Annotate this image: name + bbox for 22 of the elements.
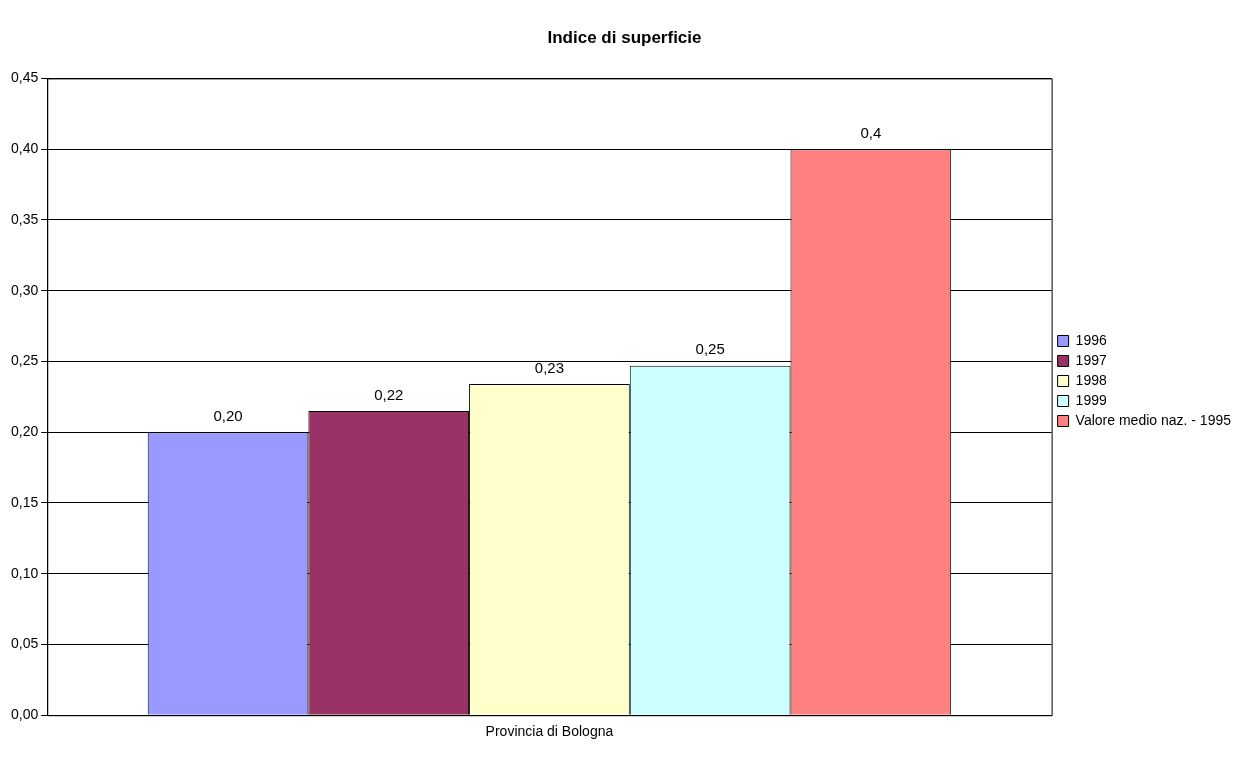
y-tick-label: 0,00 — [11, 706, 39, 723]
y-tick-label: 0,15 — [11, 493, 39, 510]
y-tick-label: 0,45 — [11, 69, 39, 86]
chart-title: Indice di superficie — [547, 27, 702, 47]
legend-label: 1997 — [1075, 351, 1107, 368]
data-label: 0,4 — [860, 123, 882, 141]
y-tick-label: 0,20 — [11, 423, 39, 440]
y-tick-label: 0,05 — [11, 635, 39, 652]
y-tick-label: 0,35 — [11, 210, 39, 227]
legend-label: 1996 — [1075, 331, 1107, 348]
legend-label: 1999 — [1075, 391, 1107, 408]
data-label: 0,23 — [534, 358, 565, 376]
y-tick-label: 0,30 — [11, 281, 39, 298]
data-label: 0,25 — [695, 340, 725, 358]
x-tick-label: Provincia di Bologna — [485, 723, 614, 740]
data-label: 0,20 — [213, 406, 243, 424]
y-tick-label: 0,10 — [11, 564, 39, 581]
data-label: 0,22 — [374, 385, 404, 403]
y-tick-label: 0,40 — [11, 140, 39, 157]
legend-label: Valore medio naz. - 1995 — [1075, 411, 1232, 428]
legend-label: 1998 — [1075, 371, 1107, 388]
y-tick-label: 0,25 — [11, 352, 39, 369]
